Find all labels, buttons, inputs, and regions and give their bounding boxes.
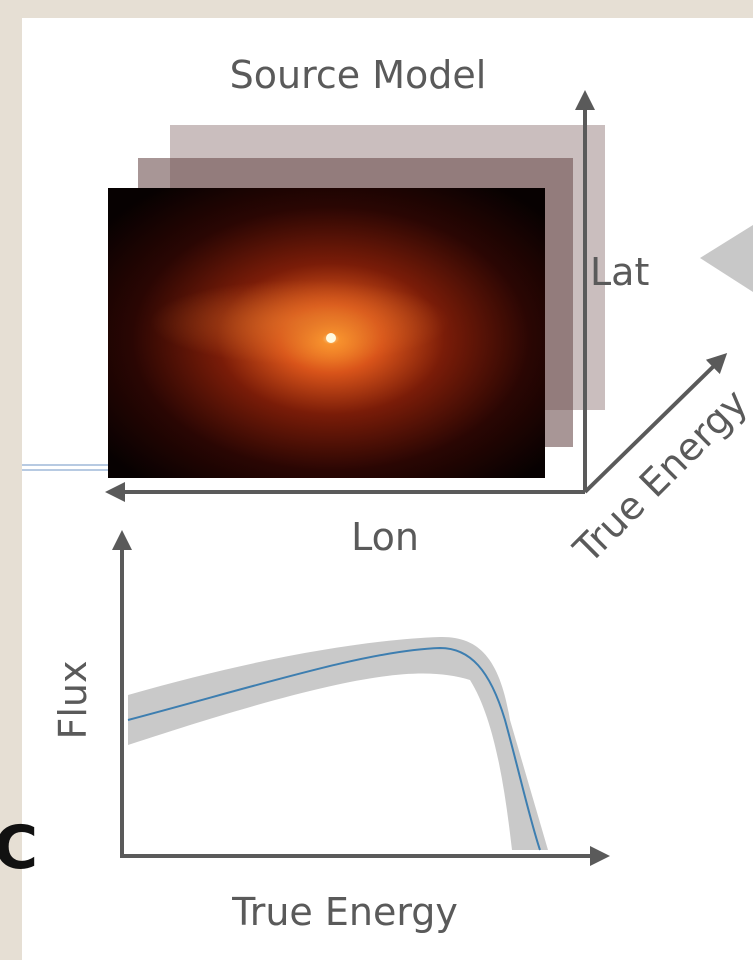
sky-source <box>326 333 336 343</box>
energy-x-label: True Energy <box>231 890 458 934</box>
flux-label: Flux <box>51 661 95 740</box>
sky-glow <box>150 280 450 364</box>
page: Source Model Lat Lon True Energy Flux Tr… <box>0 0 753 960</box>
lat-label: Lat <box>590 250 649 294</box>
diagram: Source Model Lat Lon True Energy Flux Tr… <box>0 0 753 960</box>
cut-text: C <box>0 813 38 883</box>
lon-label: Lon <box>351 515 419 559</box>
title: Source Model <box>230 53 487 97</box>
